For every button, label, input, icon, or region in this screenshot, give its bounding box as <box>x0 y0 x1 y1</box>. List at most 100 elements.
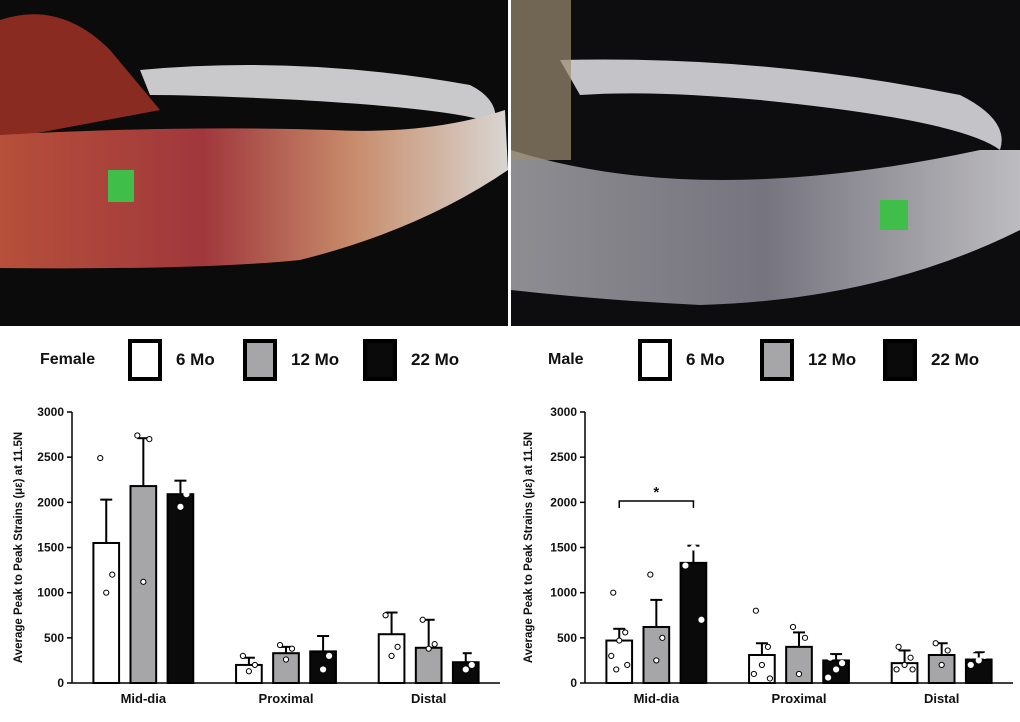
data-point <box>613 666 620 673</box>
legend-swatch <box>638 339 672 381</box>
legend-swatch <box>243 339 277 381</box>
data-point <box>909 666 916 673</box>
data-point <box>758 661 766 669</box>
x-tick-label: Distal <box>924 691 959 706</box>
data-point <box>419 616 426 623</box>
y-tick-label: 1000 <box>550 586 577 600</box>
bar <box>92 541 121 684</box>
legend-label: 22 Mo <box>411 350 459 369</box>
data-point <box>938 661 945 669</box>
data-point <box>690 544 697 551</box>
y-tick-label: 0 <box>57 676 64 690</box>
data-point <box>239 652 247 660</box>
data-point <box>140 578 147 585</box>
legend-swatch <box>760 339 794 381</box>
data-point <box>801 634 809 641</box>
data-point <box>624 661 631 669</box>
data-point <box>838 660 846 667</box>
data-point <box>795 670 803 678</box>
data-point <box>109 571 116 578</box>
data-point <box>682 562 689 569</box>
y-axis-label: Average Peak to Peak Strains (με) at 11.… <box>523 432 535 663</box>
data-point <box>177 503 184 510</box>
data-point <box>969 646 976 653</box>
data-point <box>425 645 432 652</box>
y-tick-label: 500 <box>44 631 64 645</box>
y-tick-label: 2000 <box>550 495 577 509</box>
data-point <box>659 634 666 641</box>
data-point <box>766 675 774 682</box>
bar <box>414 646 443 685</box>
data-point <box>932 640 939 647</box>
data-point <box>824 674 832 681</box>
data-point <box>462 666 469 673</box>
data-point <box>750 670 758 678</box>
data-point <box>468 661 475 669</box>
y-tick-label: 1000 <box>37 586 64 600</box>
data-point <box>456 650 463 657</box>
data-point <box>146 436 153 443</box>
data-point <box>245 668 253 675</box>
data-point <box>183 491 190 498</box>
data-point <box>967 661 974 669</box>
data-point <box>325 652 333 660</box>
chart: Female 6 Mo 12 Mo 22 Mo Average Peak to Peak… <box>13 339 500 706</box>
y-tick-label: 3000 <box>37 405 64 419</box>
chart: Male 6 Mo 12 Mo 22 Mo Average Peak to Peak S… <box>523 339 1013 706</box>
x-tick-label: Distal <box>411 691 446 706</box>
data-point <box>684 529 691 537</box>
x-tick-label: Mid-dia <box>634 691 680 706</box>
photo-male <box>511 0 1020 326</box>
y-tick-label: 1500 <box>550 541 577 555</box>
bar <box>927 653 956 684</box>
data-point <box>981 652 988 660</box>
data-point <box>893 666 900 673</box>
data-point <box>616 637 623 644</box>
y-tick-label: 2500 <box>37 450 64 464</box>
data-point <box>647 571 654 578</box>
data-point <box>394 643 401 650</box>
data-point <box>698 616 705 623</box>
data-point <box>313 619 321 626</box>
data-point <box>608 652 615 660</box>
data-point <box>251 661 259 669</box>
legend-swatch <box>883 339 917 381</box>
photo-female <box>0 0 508 326</box>
y-tick-label: 3000 <box>550 405 577 419</box>
data-point <box>826 654 834 661</box>
data-point <box>282 656 290 663</box>
legend-swatch <box>363 339 397 381</box>
y-tick-label: 1500 <box>37 541 64 555</box>
data-point <box>276 641 284 649</box>
legend-label: 22 Mo <box>931 350 979 369</box>
data-point <box>610 589 617 596</box>
data-point <box>696 535 703 542</box>
legend-label: 6 Mo <box>176 350 215 369</box>
data-point <box>431 641 438 648</box>
y-axis-label: Average Peak to Peak Strains (με) at 11.… <box>13 432 25 663</box>
legend-label: 6 Mo <box>686 350 725 369</box>
y-tick-label: 2000 <box>37 495 64 509</box>
x-tick-label: Mid-dia <box>121 691 167 706</box>
significance-bracket <box>618 500 695 508</box>
x-tick-label: Proximal <box>259 691 314 706</box>
data-point <box>653 657 660 664</box>
data-point <box>895 643 902 650</box>
data-point <box>907 654 914 661</box>
data-point <box>288 645 296 652</box>
x-tick-label: Proximal <box>772 691 827 706</box>
data-point <box>134 432 141 439</box>
data-point <box>975 657 982 664</box>
significance-label: * <box>653 484 659 501</box>
data-point <box>171 466 178 473</box>
data-point <box>901 661 908 669</box>
bar <box>679 561 708 685</box>
data-point <box>789 623 797 631</box>
data-point <box>944 647 951 654</box>
data-point <box>622 629 629 636</box>
data-point <box>832 666 840 673</box>
data-point <box>764 643 772 650</box>
legend-label: 12 Mo <box>291 350 339 369</box>
bar <box>166 493 195 684</box>
